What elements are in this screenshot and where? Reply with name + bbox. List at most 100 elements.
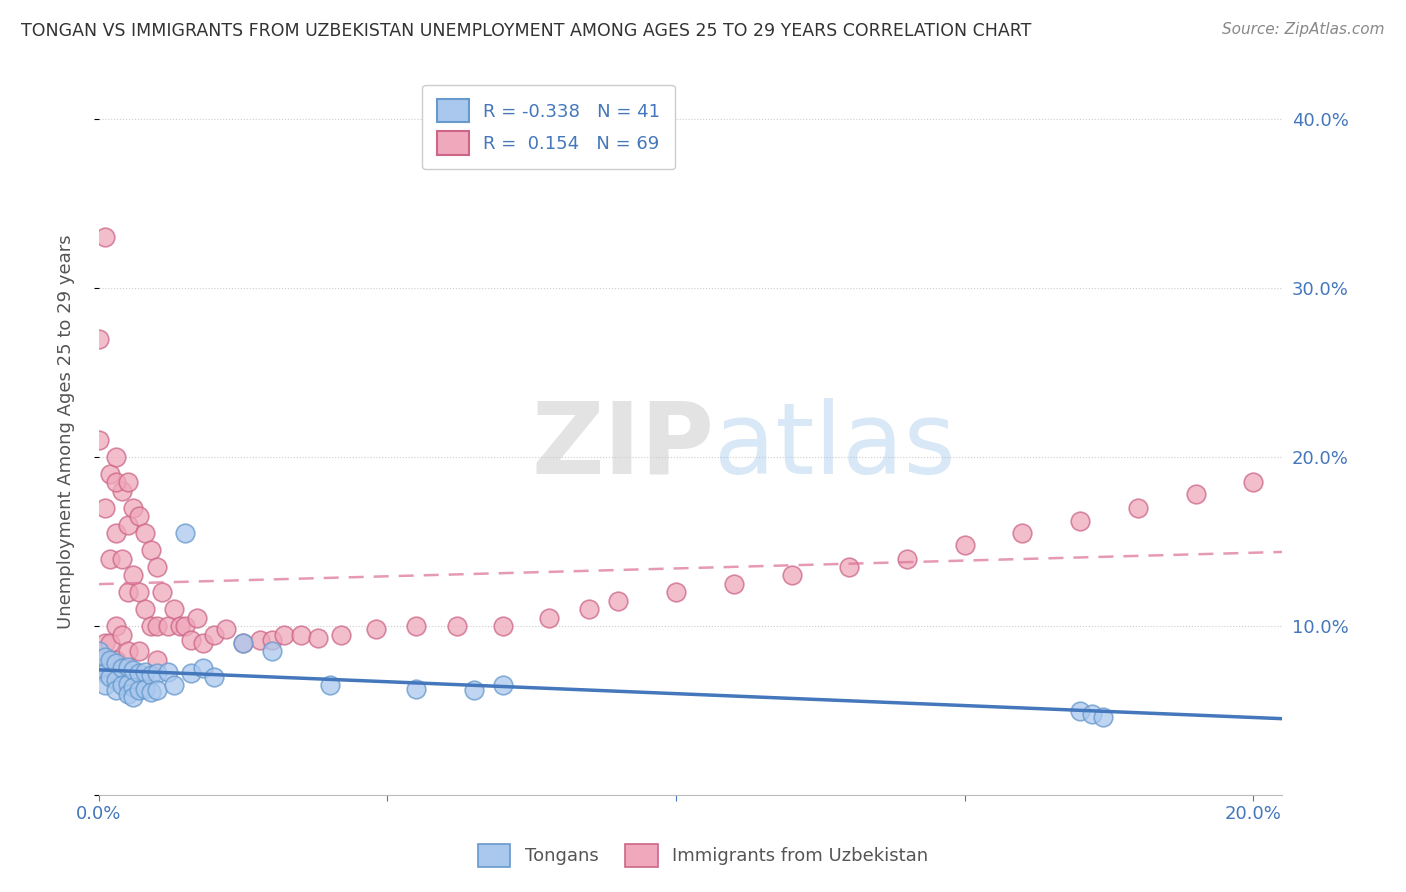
Point: [105, 475, 128, 490]
Point: [117, 475, 139, 490]
Point: [117, 659, 139, 673]
Point: [492, 678, 515, 692]
Point: [163, 678, 186, 692]
Point: [1069, 704, 1091, 718]
Point: [98, 670, 121, 684]
Point: [186, 610, 208, 624]
Legend: Tongans, Immigrants from Uzbekistan: Tongans, Immigrants from Uzbekistan: [471, 837, 935, 874]
Point: [134, 665, 156, 679]
Point: [93, 666, 115, 681]
Point: [122, 663, 145, 677]
Point: [122, 690, 145, 704]
Point: [98, 467, 121, 481]
Point: [953, 538, 976, 552]
Point: [538, 610, 561, 624]
Point: [157, 619, 180, 633]
Point: [260, 644, 283, 658]
Point: [105, 526, 128, 541]
Point: [1069, 514, 1091, 528]
Point: [665, 585, 688, 599]
Point: [260, 632, 283, 647]
Point: [202, 670, 225, 684]
Point: [896, 551, 918, 566]
Point: [93, 649, 115, 664]
Text: TONGAN VS IMMIGRANTS FROM UZBEKISTAN UNEMPLOYMENT AMONG AGES 25 TO 29 YEARS CORR: TONGAN VS IMMIGRANTS FROM UZBEKISTAN UNE…: [21, 22, 1032, 40]
Point: [93, 636, 115, 650]
Point: [111, 551, 134, 566]
Point: [139, 543, 162, 558]
Point: [117, 517, 139, 532]
Point: [492, 619, 515, 633]
Point: [111, 678, 134, 692]
Point: [1011, 526, 1033, 541]
Point: [139, 668, 162, 682]
Point: [607, 593, 630, 607]
Point: [318, 678, 340, 692]
Point: [174, 619, 197, 633]
Point: [122, 680, 145, 694]
Point: [117, 676, 139, 690]
Point: [169, 619, 191, 633]
Point: [93, 661, 115, 675]
Point: [105, 683, 128, 698]
Point: [134, 526, 156, 541]
Point: [191, 661, 214, 675]
Point: [1126, 500, 1149, 515]
Point: [128, 666, 150, 681]
Point: [163, 602, 186, 616]
Point: [105, 673, 128, 688]
Point: [174, 526, 197, 541]
Point: [1184, 487, 1206, 501]
Point: [202, 627, 225, 641]
Point: [405, 619, 427, 633]
Point: [105, 653, 128, 667]
Point: [98, 636, 121, 650]
Point: [122, 500, 145, 515]
Point: [145, 683, 167, 698]
Point: [117, 687, 139, 701]
Point: [87, 434, 110, 448]
Point: [1092, 710, 1115, 724]
Point: [93, 500, 115, 515]
Point: [307, 631, 329, 645]
Point: [117, 644, 139, 658]
Text: ZIP: ZIP: [531, 398, 714, 495]
Point: [290, 627, 312, 641]
Point: [111, 627, 134, 641]
Point: [87, 644, 110, 658]
Point: [111, 483, 134, 498]
Point: [150, 585, 173, 599]
Point: [87, 661, 110, 675]
Point: [578, 602, 600, 616]
Point: [87, 332, 110, 346]
Point: [105, 619, 128, 633]
Point: [134, 681, 156, 696]
Y-axis label: Unemployment Among Ages 25 to 29 years: Unemployment Among Ages 25 to 29 years: [58, 235, 75, 629]
Point: [117, 585, 139, 599]
Point: [128, 683, 150, 698]
Point: [180, 632, 202, 647]
Point: [405, 681, 427, 696]
Legend: R = -0.338   N = 41, R =  0.154   N = 69: R = -0.338 N = 41, R = 0.154 N = 69: [422, 85, 675, 169]
Point: [134, 602, 156, 616]
Point: [145, 619, 167, 633]
Point: [191, 636, 214, 650]
Point: [128, 509, 150, 524]
Point: [180, 666, 202, 681]
Point: [330, 627, 353, 641]
Point: [723, 577, 745, 591]
Point: [157, 665, 180, 679]
Point: [1080, 706, 1102, 721]
Point: [249, 632, 271, 647]
Point: [446, 619, 468, 633]
Point: [105, 450, 128, 464]
Point: [93, 230, 115, 244]
Point: [364, 623, 387, 637]
Point: [1241, 475, 1264, 490]
Point: [105, 657, 128, 671]
Point: [145, 666, 167, 681]
Point: [98, 653, 121, 667]
Point: [128, 644, 150, 658]
Point: [93, 678, 115, 692]
Point: [780, 568, 803, 582]
